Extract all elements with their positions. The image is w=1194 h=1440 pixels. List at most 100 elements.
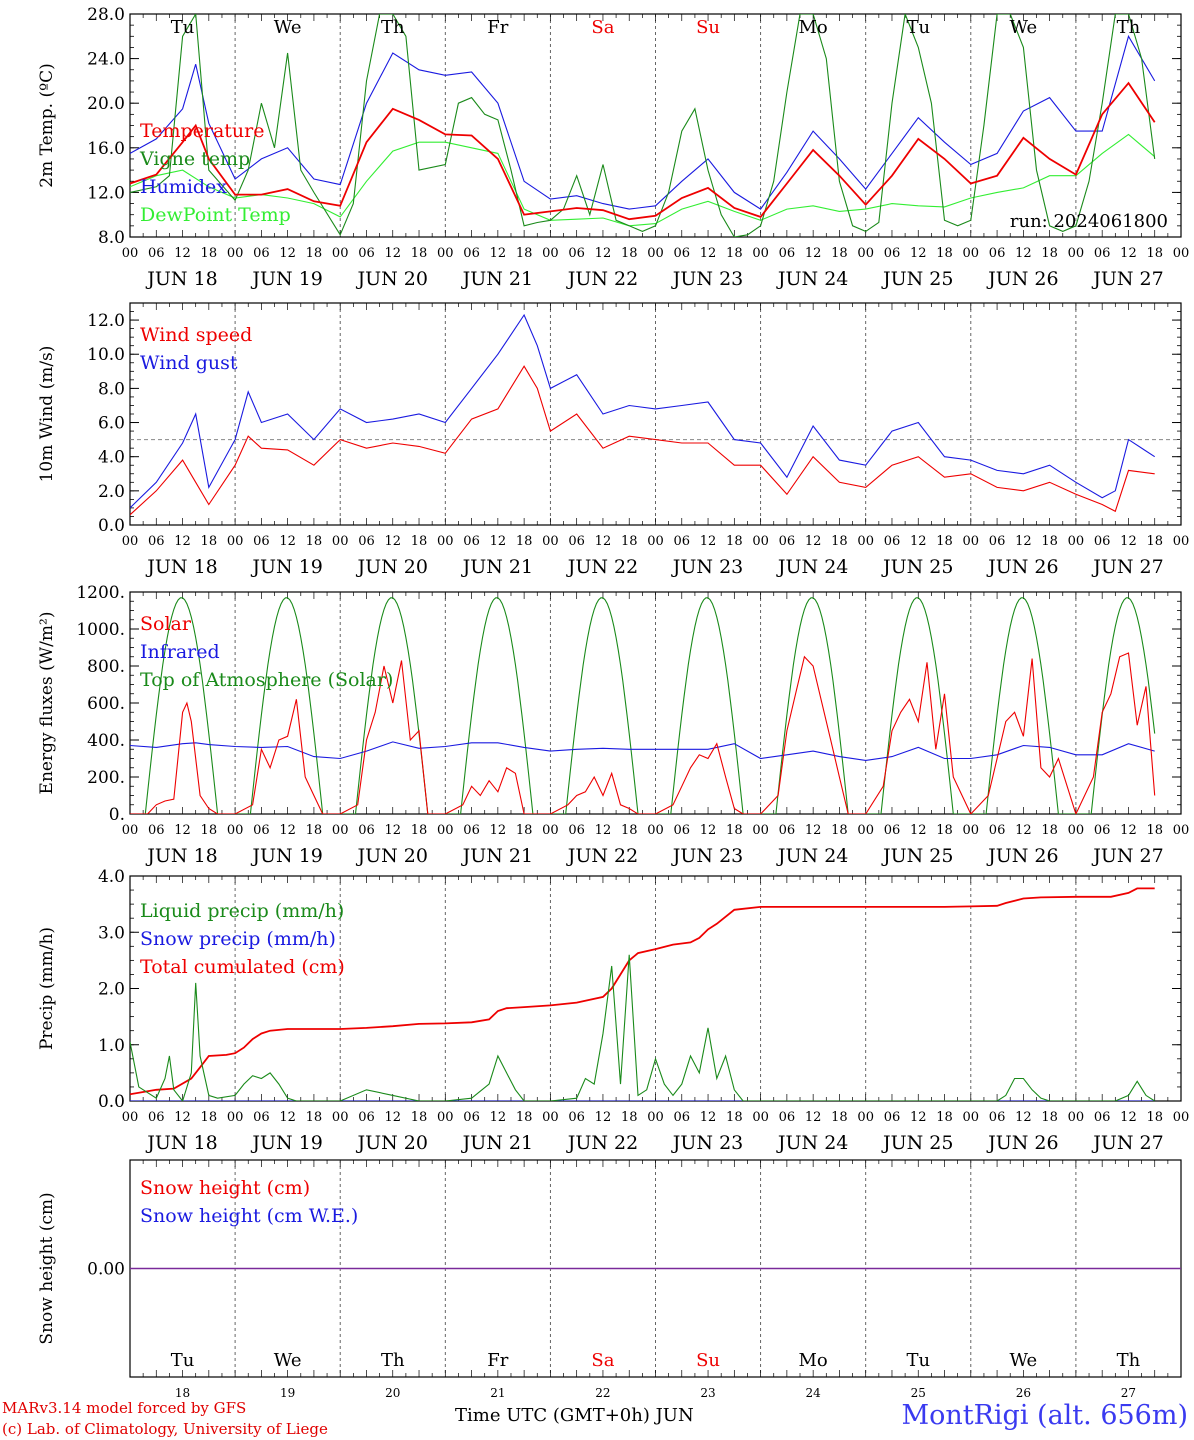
x-hour-label: 12 (174, 1110, 191, 1125)
x-date-label: JUN 22 (566, 556, 638, 578)
x-hour-label: 00 (647, 823, 664, 838)
day-abbr-label: Mo (799, 1350, 828, 1371)
x-hour-label: 06 (358, 246, 375, 261)
x-hour-label: 06 (1094, 534, 1111, 549)
y-tick-label: 3.0 (98, 923, 125, 943)
day-abbr-label: Th (381, 1350, 405, 1371)
x-hour-label: 06 (148, 246, 165, 261)
x-date-label: JUN 18 (145, 1132, 217, 1154)
x-hour-label: 06 (253, 534, 270, 549)
series-top-of-atmosphere-solar (130, 597, 1156, 814)
x-hour-label: 18 (201, 534, 218, 549)
x-hour-label: 00 (1068, 1110, 1085, 1125)
x-hour-label: 06 (358, 534, 375, 549)
x-hour-label: 00 (752, 246, 769, 261)
x-hour-label: 06 (674, 823, 691, 838)
legend-entry: Total cumulated (cm) (140, 956, 345, 978)
x-hour-label: 12 (1120, 246, 1137, 261)
x-hour-label: 00 (542, 1110, 559, 1125)
x-date-label: JUN 22 (566, 1132, 638, 1154)
series-solar (130, 652, 1156, 814)
x-hour-label: 18 (1041, 246, 1058, 261)
legend-entry: DewPoint Temp (140, 204, 291, 226)
x-hour-label: 18 (201, 1110, 218, 1125)
x-hour-label: 06 (148, 823, 165, 838)
x-hour-label: 00 (542, 534, 559, 549)
x-hour-label: 00 (752, 534, 769, 549)
x-hour-label: 00 (1173, 1110, 1190, 1125)
x-hour-label: 00 (963, 246, 980, 261)
day-abbr-label: Tu (906, 1350, 930, 1371)
x-hour-label: 00 (1068, 823, 1085, 838)
panel-4: 0.0 1.0 2.0 3.0 4.0 Precip (mm/h) Liquid preci… (37, 867, 1189, 1154)
x-hour-label: 06 (989, 1110, 1006, 1125)
x-hour-label: 18 (1041, 1110, 1058, 1125)
y-tick-label: 28.0 (87, 5, 125, 25)
legend-entry: Top of Atmosphere (Solar) (140, 669, 393, 691)
x-hour-label: 06 (674, 246, 691, 261)
x-hour-label: 18 (306, 1110, 323, 1125)
x-hour-label: 12 (384, 534, 401, 549)
x-hour-label: 00 (332, 1110, 349, 1125)
x-hour-label: 06 (253, 1110, 270, 1125)
x-hour-label: 00 (542, 246, 559, 261)
x-date-label: JUN 26 (986, 845, 1058, 867)
y-tick-label: 4.0 (98, 448, 125, 468)
x-hour-label: 12 (595, 246, 612, 261)
x-hour-label: 12 (1120, 1110, 1137, 1125)
x-hour-label: 18 (306, 534, 323, 549)
x-date-label: JUN 18 (145, 845, 217, 867)
x-hour-label: 00 (122, 823, 139, 838)
x-hour-label: 12 (384, 246, 401, 261)
x-hour-label: 12 (805, 246, 822, 261)
day-number-label: 26 (1016, 1386, 1031, 1400)
y-tick-label: 1000. (76, 620, 125, 640)
x-hour-label: 12 (490, 534, 507, 549)
x-hour-label: 06 (779, 534, 796, 549)
x-hour-label: 12 (174, 246, 191, 261)
x-hour-label: 00 (963, 1110, 980, 1125)
x-hour-label: 12 (279, 246, 296, 261)
day-abbr-label: We (274, 1350, 302, 1371)
x-hour-label: 00 (857, 246, 874, 261)
x-hour-label: 12 (595, 1110, 612, 1125)
x-date-label: JUN 18 (145, 268, 217, 290)
x-hour-label: 00 (227, 1110, 244, 1125)
x-hour-label: 18 (1041, 823, 1058, 838)
x-hour-label: 06 (568, 1110, 585, 1125)
x-date-label: JUN 26 (986, 1132, 1058, 1154)
x-date-label: JUN 18 (145, 556, 217, 578)
x-hour-label: 18 (306, 246, 323, 261)
day-abbr-label: Fr (487, 1350, 508, 1371)
x-date-label: JUN 20 (356, 845, 428, 867)
x-hour-label: 06 (779, 823, 796, 838)
model-credit-line2: (c) Lab. of Climatology, University of L… (2, 1420, 328, 1438)
x-hour-label: 18 (1146, 1110, 1163, 1125)
x-hour-label: 12 (595, 534, 612, 549)
x-hour-label: 00 (542, 823, 559, 838)
x-date-label: JUN 23 (671, 1132, 743, 1154)
x-hour-label: 06 (358, 1110, 375, 1125)
x-hour-label: 00 (1173, 246, 1190, 261)
y-tick-label: 8.0 (98, 228, 125, 248)
x-date-label: JUN 19 (250, 556, 322, 578)
x-hour-label: 06 (674, 1110, 691, 1125)
x-date-label: JUN 19 (250, 1132, 322, 1154)
x-hour-label: 18 (621, 246, 638, 261)
x-hour-label: 18 (621, 823, 638, 838)
x-hour-label: 18 (1146, 534, 1163, 549)
x-hour-label: 18 (516, 534, 533, 549)
x-hour-label: 12 (279, 534, 296, 549)
y-tick-label: 200. (87, 768, 125, 788)
panel-1: 8.0 12.0 16.0 20.0 24.0 28.0 2m Temp. (ºC) Temp… (37, 5, 1189, 290)
day-number-label: 22 (595, 1386, 610, 1400)
x-hour-label: 18 (726, 1110, 743, 1125)
x-hour-label: 06 (779, 1110, 796, 1125)
day-abbr-label: Mo (799, 17, 828, 38)
day-number-label: 19 (280, 1386, 295, 1400)
x-hour-label: 12 (910, 534, 927, 549)
x-hour-label: 18 (516, 1110, 533, 1125)
x-hour-label: 06 (463, 246, 480, 261)
legend-entry: Solar (140, 613, 192, 635)
legend-entry: Vigne temp (139, 148, 250, 170)
